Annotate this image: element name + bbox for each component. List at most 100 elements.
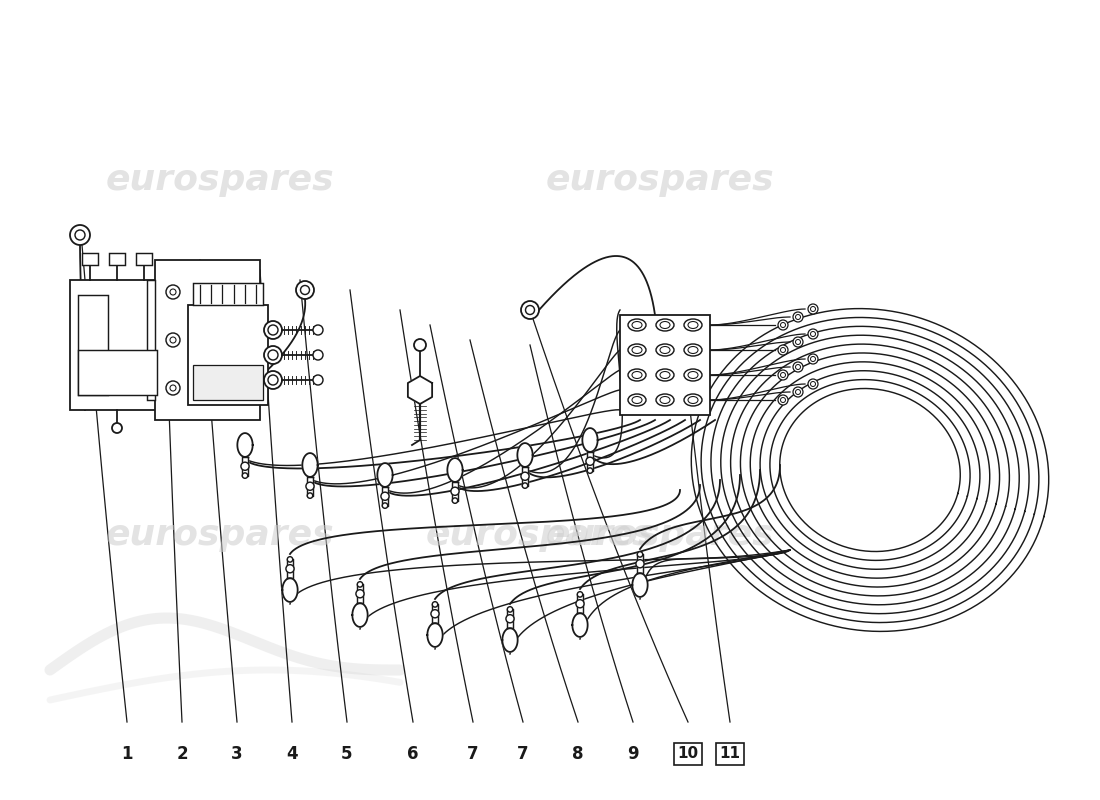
Circle shape: [264, 371, 282, 389]
Polygon shape: [576, 594, 583, 613]
Circle shape: [636, 560, 645, 568]
Circle shape: [793, 312, 803, 322]
Polygon shape: [377, 463, 393, 487]
Ellipse shape: [660, 322, 670, 329]
Ellipse shape: [628, 394, 646, 406]
Bar: [109, 253, 125, 265]
Circle shape: [242, 473, 248, 478]
Circle shape: [793, 362, 803, 372]
Ellipse shape: [660, 397, 670, 403]
Circle shape: [356, 590, 364, 598]
Circle shape: [586, 457, 594, 466]
Polygon shape: [503, 628, 518, 652]
Polygon shape: [238, 433, 253, 457]
Circle shape: [781, 398, 785, 402]
Bar: [70, 280, 165, 410]
Text: 4: 4: [286, 745, 298, 763]
Polygon shape: [382, 487, 388, 506]
Circle shape: [526, 306, 535, 314]
Circle shape: [811, 331, 815, 337]
Text: eurospares: eurospares: [546, 518, 774, 552]
Polygon shape: [637, 554, 644, 573]
Ellipse shape: [660, 346, 670, 354]
Circle shape: [268, 375, 278, 385]
Circle shape: [300, 286, 309, 294]
Circle shape: [170, 289, 176, 295]
Bar: [136, 253, 152, 265]
Ellipse shape: [656, 369, 674, 381]
Text: eurospares: eurospares: [426, 518, 654, 552]
Circle shape: [358, 582, 363, 587]
Circle shape: [268, 350, 278, 360]
Circle shape: [793, 387, 803, 397]
Ellipse shape: [656, 319, 674, 331]
Bar: [192, 365, 263, 400]
Polygon shape: [521, 467, 528, 486]
Polygon shape: [408, 376, 432, 404]
Polygon shape: [507, 610, 514, 628]
Text: eurospares: eurospares: [106, 163, 334, 197]
Bar: [82, 253, 98, 265]
Circle shape: [268, 325, 278, 335]
Circle shape: [808, 379, 818, 389]
Circle shape: [414, 339, 426, 351]
Circle shape: [75, 230, 85, 240]
Circle shape: [778, 395, 788, 405]
Circle shape: [314, 375, 323, 385]
Circle shape: [576, 600, 584, 608]
Ellipse shape: [688, 322, 698, 329]
Ellipse shape: [628, 344, 646, 356]
Polygon shape: [632, 573, 648, 597]
Polygon shape: [242, 457, 249, 475]
Ellipse shape: [688, 397, 698, 403]
Circle shape: [808, 304, 818, 314]
Circle shape: [264, 321, 282, 339]
Circle shape: [166, 285, 180, 299]
Bar: [192, 283, 263, 305]
Circle shape: [795, 365, 801, 370]
Ellipse shape: [684, 369, 702, 381]
Circle shape: [170, 385, 176, 391]
Text: 2: 2: [176, 745, 188, 763]
Circle shape: [778, 345, 788, 355]
Circle shape: [521, 472, 529, 480]
Circle shape: [637, 552, 642, 557]
Text: 9: 9: [627, 745, 639, 763]
Circle shape: [296, 281, 314, 299]
Circle shape: [383, 503, 387, 508]
Polygon shape: [448, 458, 463, 482]
Circle shape: [808, 354, 818, 364]
Circle shape: [432, 602, 438, 607]
Polygon shape: [287, 559, 294, 578]
Circle shape: [587, 468, 593, 474]
Polygon shape: [427, 623, 442, 647]
Circle shape: [795, 390, 801, 394]
Circle shape: [781, 322, 785, 327]
Circle shape: [314, 350, 323, 360]
Ellipse shape: [632, 322, 642, 329]
Ellipse shape: [628, 369, 646, 381]
Circle shape: [795, 314, 801, 319]
Ellipse shape: [684, 394, 702, 406]
Circle shape: [70, 225, 90, 245]
Circle shape: [781, 347, 785, 353]
Text: 8: 8: [572, 745, 584, 763]
Bar: [620, 315, 710, 415]
Polygon shape: [302, 453, 318, 477]
Text: 6: 6: [407, 745, 419, 763]
Text: 1: 1: [121, 745, 133, 763]
Ellipse shape: [632, 346, 642, 354]
Circle shape: [381, 492, 389, 500]
Circle shape: [811, 306, 815, 311]
Ellipse shape: [688, 346, 698, 354]
Polygon shape: [352, 603, 367, 627]
Ellipse shape: [632, 371, 642, 378]
Circle shape: [793, 337, 803, 347]
Circle shape: [166, 381, 180, 395]
Circle shape: [522, 483, 528, 488]
Polygon shape: [572, 613, 587, 637]
Circle shape: [811, 382, 815, 386]
Ellipse shape: [688, 371, 698, 378]
Circle shape: [287, 557, 293, 562]
Circle shape: [778, 320, 788, 330]
